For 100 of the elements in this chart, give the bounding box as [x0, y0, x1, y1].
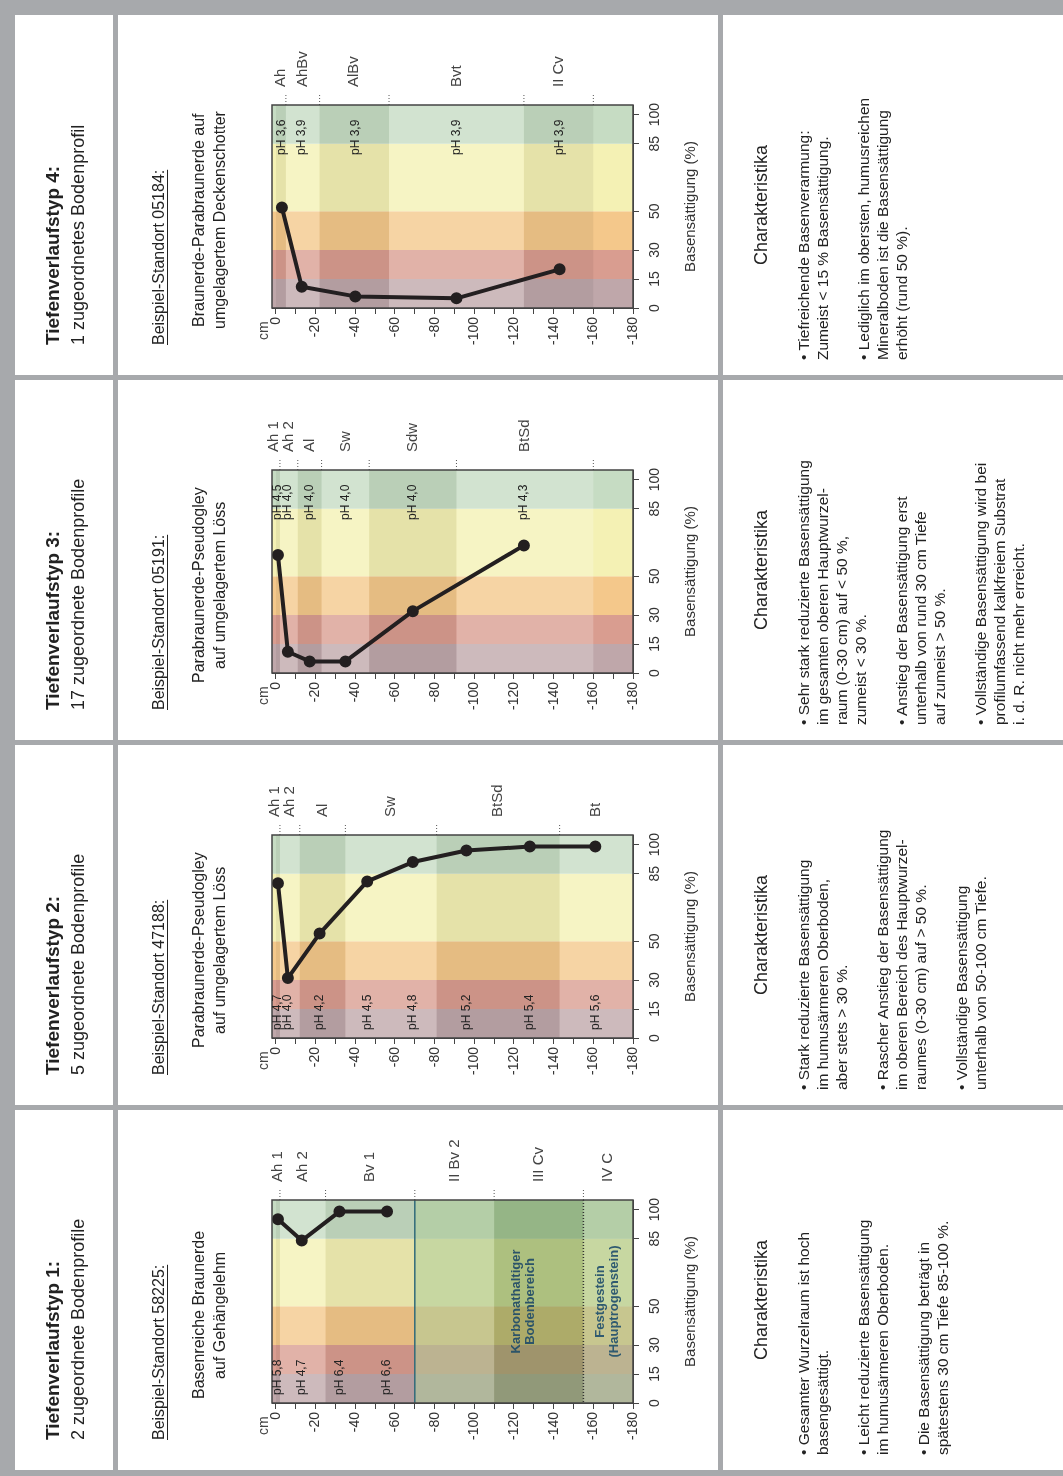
text: • Lediglich im obersten, humusreichen Mineralboden ist die Basensättigung erhöht (rund 50 %). [854, 96, 911, 360]
point [517, 539, 530, 552]
text: cm [255, 321, 271, 340]
band-label: Al [299, 438, 317, 452]
text: • Sehr stark reduzierte Basensättigung im gesamten oberen Hauptwurzel- raum (0-30 cm) auf < 50 %, zumeist < 30 %. [794, 459, 870, 725]
annotation: pH 4,7 [294, 1359, 309, 1395]
x-tick-label: -160 [584, 681, 601, 711]
x-tick-label: -80 [425, 1411, 442, 1433]
band-label: Sw [381, 796, 399, 817]
point [523, 840, 536, 853]
band-label: Ah 2 [279, 786, 297, 817]
y-tick-label: 50 [645, 568, 662, 585]
text: cm [255, 1416, 271, 1435]
band-label: Ah 1 [264, 421, 281, 452]
point [460, 844, 473, 857]
band-label: Ah 1 [268, 1151, 286, 1182]
point [381, 1205, 394, 1218]
band-label: Ah 1 [264, 786, 282, 817]
point [272, 1213, 284, 1226]
point [272, 877, 284, 890]
x-tick-label: -160 [584, 316, 601, 346]
text: • Gesamter Wurzelraum ist hoch basengesättigt. [794, 1230, 832, 1455]
y-tick-label: 50 [645, 203, 662, 220]
point [275, 201, 288, 214]
x-tick-label: -20 [306, 681, 323, 703]
annotation: pH 4,8 [405, 994, 420, 1030]
text: • Rascher Anstieg der Basensättigung im oberen Bereich des Hauptwurzel- raumes (0-30 cm) auf > 50 %. [873, 828, 930, 1090]
point [281, 645, 294, 658]
x-tick-label: -80 [425, 316, 442, 338]
annotation: pH 4,0 [337, 484, 352, 520]
text: Parabraunerde-Pseudogley auf umgelagertem Löss [189, 486, 229, 685]
text: Charakteristika [751, 874, 772, 998]
annotation: pH 5,2 [458, 994, 473, 1030]
x-tick-label: -80 [425, 1046, 442, 1068]
band-label: Sdw [402, 422, 420, 452]
text: cm [255, 1051, 271, 1070]
point [303, 655, 316, 668]
annotation: pH 6,6 [379, 1359, 394, 1395]
annotation: pH 3,9 [347, 119, 362, 155]
text: • Vollständige Basensättigung wird bei profilumfassend kalkfreiem Substrat i. d. R. nicht mehr erreicht. [971, 461, 1028, 725]
x-tick-label: -60 [385, 316, 402, 338]
annotation: pH 3,6 [274, 119, 289, 155]
x-tick-label: -100 [465, 681, 482, 711]
y-tick-label: 15 [645, 271, 662, 287]
y-tick-label: 0 [645, 1033, 662, 1042]
x-tick-label: -180 [623, 1046, 640, 1076]
annotation: Festgestein (Hauptrogenstein) [591, 1245, 621, 1358]
point [272, 549, 284, 562]
point [589, 840, 602, 853]
point [349, 290, 362, 303]
x-tick-label: -20 [306, 1046, 323, 1068]
annotation: pH 4,2 [311, 994, 326, 1030]
x-tick-label: -100 [465, 1411, 482, 1441]
y-tick-label: 100 [645, 832, 662, 857]
text: 1 zugeordnetes Bodenprofil [67, 123, 89, 345]
y-tick-label: 0 [645, 303, 662, 312]
text: 2 zugeordnete Bodenprofile [67, 1217, 89, 1440]
y-tick-label: 15 [645, 1001, 662, 1017]
point [361, 875, 374, 888]
x-tick-label: -20 [306, 1411, 323, 1433]
y-tick-label: 85 [645, 135, 662, 152]
band-label: Sw [335, 431, 353, 452]
x-tick-label: -160 [584, 1046, 601, 1076]
x-tick-label: -60 [385, 681, 402, 703]
y-tick-label: 30 [645, 242, 662, 258]
point [281, 972, 294, 985]
band-label: AlBv [344, 55, 362, 87]
text: Tiefenverlaufstyp 3: [41, 529, 64, 710]
x-tick-label: -160 [584, 1411, 601, 1441]
x-tick-label: -20 [306, 316, 323, 338]
point [406, 605, 419, 618]
y-tick-label: 0 [645, 668, 662, 677]
band-label: Karbonathaltiger Bodenbereich [508, 1249, 538, 1354]
text: Basenreiche Braunerde auf Gehängelehm [189, 1229, 229, 1402]
annotation: pH 6,4 [331, 1359, 346, 1395]
x-tick-label: -120 [504, 1411, 521, 1441]
text: cm [255, 686, 271, 705]
x-tick-label: -60 [385, 1411, 402, 1433]
text: • Vollständige Basensättigung unterhalb von 50-100 cm Tiefe. [952, 875, 990, 1090]
text: Tiefenverlaufstyp 4: [41, 164, 64, 345]
annotation: pH 4,0 [302, 484, 316, 520]
point [295, 280, 308, 293]
y-tick-label: 0 [645, 1398, 662, 1407]
text: • Leicht reduzierte Basensättigung im humusärmeren Oberboden. [854, 1218, 892, 1455]
text: 5 zugeordnete Bodenprofile [67, 852, 89, 1075]
text: Beispiel-Standort 05184: [150, 168, 168, 345]
x-tick-label: -40 [346, 1046, 363, 1068]
y-axis-title: Basensättigung (%) [681, 1236, 699, 1367]
point [406, 856, 419, 869]
y-tick-label: 30 [645, 972, 662, 988]
x-tick-label: -140 [544, 681, 561, 711]
point [450, 292, 463, 305]
x-tick-label: -40 [346, 316, 363, 338]
band-label: AhBv [292, 50, 310, 87]
y-tick-label: 85 [645, 865, 662, 882]
point [295, 1234, 308, 1247]
x-tick-label: -100 [465, 1046, 482, 1076]
band-label: IV C [598, 1152, 616, 1182]
annotation: pH 4,3 [516, 484, 531, 520]
band-label: Bt [586, 802, 604, 817]
